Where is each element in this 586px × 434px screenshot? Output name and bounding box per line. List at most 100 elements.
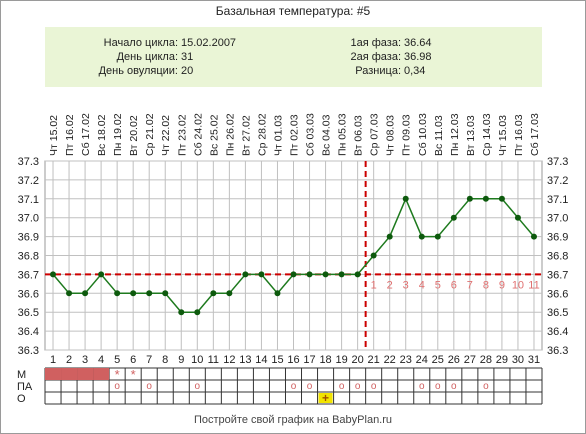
temperature-point — [178, 309, 185, 316]
menses-spotting-mark: * — [131, 367, 136, 382]
y-tick-label-left: 36.6 — [18, 288, 39, 300]
difference-value: 0,34 — [404, 65, 426, 77]
date-label: Пт 23.02 — [176, 114, 188, 156]
pa-mark: o — [435, 381, 441, 392]
day-number: 8 — [162, 354, 168, 366]
temperature-point — [402, 195, 409, 202]
temperature-point — [82, 290, 89, 297]
menses-spotting-mark: * — [115, 367, 120, 382]
y-tick-label-left: 37.3 — [18, 156, 39, 168]
date-label: Пн 26.02 — [224, 113, 236, 156]
phase2-day-number: 1 — [371, 279, 377, 291]
date-label: Пт 02.03 — [289, 114, 301, 156]
pa-mark: o — [195, 381, 201, 392]
y-tick-label-right: 37.3 — [547, 156, 568, 168]
day-number: 2 — [66, 354, 72, 366]
ovulation-day-label: День овуляции: — [98, 65, 178, 77]
date-label: Ср 21.02 — [144, 113, 156, 156]
date-label: Ср 14.03 — [481, 113, 493, 156]
phase2-day-number: 9 — [499, 279, 505, 291]
date-label: Вт 06.03 — [353, 115, 365, 156]
y-tick-label-right: 37.0 — [547, 213, 568, 225]
day-number: 23 — [400, 354, 412, 366]
temperature-point — [306, 271, 313, 278]
pa-mark: o — [355, 381, 361, 392]
day-number: 14 — [255, 354, 267, 366]
date-label: Пн 05.03 — [337, 113, 349, 156]
date-label: Вс 18.02 — [96, 114, 108, 156]
day-number: 27 — [464, 354, 476, 366]
y-tick-label-right: 36.4 — [547, 326, 568, 338]
date-label: Чт 08.03 — [385, 115, 397, 156]
date-label: Вт 20.02 — [128, 115, 140, 156]
footer-link[interactable]: Постройте свой график на BabyPlan.ru — [193, 414, 393, 426]
day-number: 16 — [287, 354, 299, 366]
day-number: 25 — [432, 354, 444, 366]
day-number: 22 — [384, 354, 396, 366]
y-tick-label-left: 37.0 — [18, 213, 39, 225]
day-number: 6 — [130, 354, 136, 366]
row-label: О — [17, 393, 26, 405]
menses-cell — [61, 368, 78, 380]
day-number: 18 — [319, 354, 331, 366]
day-number: 26 — [448, 354, 460, 366]
phase1-value: 36.64 — [404, 37, 432, 49]
ovulation-test-cell — [318, 393, 333, 403]
day-number: 21 — [368, 354, 380, 366]
y-tick-label-left: 36.3 — [18, 345, 39, 357]
cycle-start-value: 15.02.2007 — [181, 37, 237, 49]
date-label: Пт 09.03 — [401, 114, 413, 156]
date-label: Вс 11.03 — [433, 115, 445, 156]
pa-mark: o — [483, 381, 489, 392]
date-label: Чт 01.03 — [272, 115, 284, 156]
temperature-point — [322, 271, 329, 278]
date-label: Чт 15.02 — [48, 115, 60, 156]
temperature-point — [418, 233, 425, 240]
menses-cell — [77, 368, 94, 380]
temperature-point — [210, 290, 217, 297]
date-label: Вс 04.03 — [321, 114, 333, 156]
cycle-day-value: 31 — [181, 51, 194, 63]
day-number: 15 — [271, 354, 283, 366]
day-number: 4 — [98, 354, 104, 366]
date-label: Сб 24.02 — [192, 113, 204, 156]
day-number: 10 — [191, 354, 203, 366]
phase2-day-number: 10 — [512, 279, 524, 291]
day-number: 7 — [146, 354, 152, 366]
temperature-point — [514, 214, 521, 221]
cycle-day-label: День цикла: — [116, 51, 178, 63]
day-number: 31 — [528, 354, 540, 366]
pa-mark: o — [291, 381, 297, 392]
y-tick-label-left: 37.2 — [18, 175, 39, 187]
menses-cell — [45, 368, 62, 380]
temperature-point — [274, 290, 281, 297]
temperature-point — [146, 290, 153, 297]
y-tick-label-left: 36.5 — [18, 307, 39, 319]
y-tick-label-right: 36.9 — [547, 232, 568, 244]
phase2-day-number: 3 — [403, 279, 409, 291]
day-number: 1 — [50, 354, 56, 366]
day-number: 24 — [416, 354, 428, 366]
phase2-day-number: 8 — [483, 279, 489, 291]
day-number: 17 — [303, 354, 315, 366]
phase2-day-number: 4 — [419, 279, 425, 291]
y-tick-label-right: 37.2 — [547, 175, 568, 187]
temperature-point — [242, 271, 249, 278]
day-number: 28 — [480, 354, 492, 366]
day-number: 11 — [208, 354, 219, 366]
menses-cell — [93, 368, 110, 380]
temperature-point — [354, 271, 361, 278]
y-tick-label-right: 36.7 — [547, 269, 568, 281]
date-label: Сб 03.03 — [305, 113, 317, 156]
temperature-point — [162, 290, 169, 297]
day-number: 30 — [512, 354, 524, 366]
day-number: 9 — [178, 354, 184, 366]
cycle-start-label: Начало цикла: — [103, 37, 178, 49]
day-number: 29 — [496, 354, 508, 366]
row-label: М — [17, 369, 26, 381]
date-label: Вт 27.02 — [240, 115, 252, 156]
date-label: Сб 17.03 — [529, 113, 541, 156]
difference-label: Разница: — [355, 65, 401, 77]
date-label: Сб 10.03 — [417, 113, 429, 156]
